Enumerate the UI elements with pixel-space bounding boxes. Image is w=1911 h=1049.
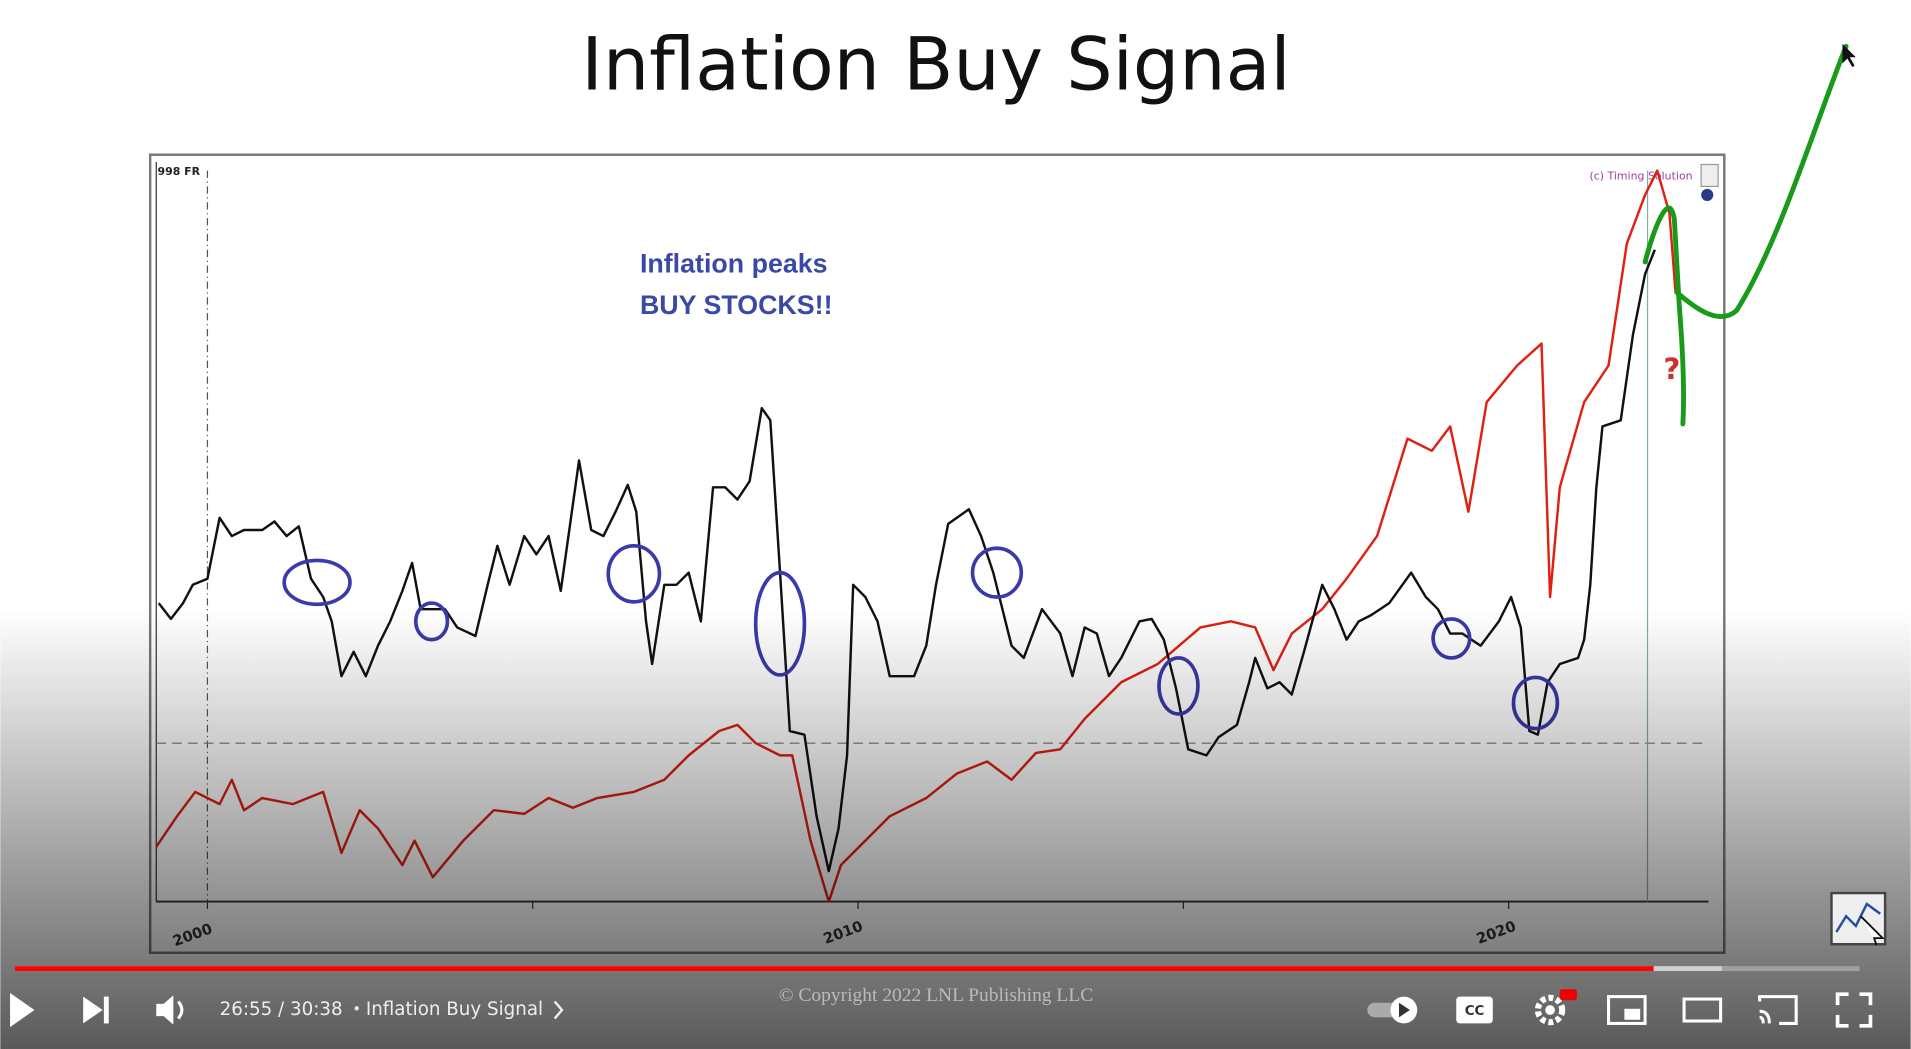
autoplay-toggle[interactable] (1367, 996, 1418, 1024)
volume-button[interactable] (156, 995, 184, 1025)
svg-text:CC: CC (1465, 1004, 1485, 1019)
chapter-title[interactable]: Inflation Buy Signal (366, 999, 543, 1020)
credit-label: (c) Timing Solution (1589, 170, 1692, 183)
captions-button[interactable]: CC (1456, 996, 1493, 1024)
chapter-arrow[interactable] (553, 1000, 564, 1020)
mouse-cursor (1842, 43, 1856, 68)
slide-title: Inflation Buy Signal (581, 22, 1290, 107)
miniplayer-button[interactable] (1607, 995, 1647, 1025)
settings-button[interactable] (1534, 989, 1577, 1026)
chart-icon (1701, 188, 1714, 202)
fullscreen-button[interactable] (1835, 992, 1873, 1028)
scroll-control (1700, 163, 1719, 188)
hand-drawing (1642, 43, 1849, 427)
separator: • (352, 1001, 361, 1018)
copyright: © Copyright 2022 LNL Publishing LLC (779, 985, 1093, 1006)
progress-played (14, 966, 1654, 972)
time-display: 26:55 / 30:38 (220, 999, 343, 1020)
progress-bar[interactable] (14, 966, 1860, 972)
cast-button[interactable] (1758, 995, 1798, 1025)
controls-shade (0, 609, 1911, 1049)
annotation: BUY STOCKS!! (640, 290, 833, 320)
corner-label: 998 FR (157, 165, 200, 178)
annotation: Inflation peaks (640, 249, 828, 279)
question-mark: ? (1663, 352, 1680, 386)
next-button[interactable] (83, 996, 109, 1024)
play-button[interactable] (10, 992, 35, 1028)
theater-button[interactable] (1682, 997, 1723, 1023)
inflation-line (157, 249, 1656, 873)
channel-watermark[interactable] (1830, 891, 1887, 946)
